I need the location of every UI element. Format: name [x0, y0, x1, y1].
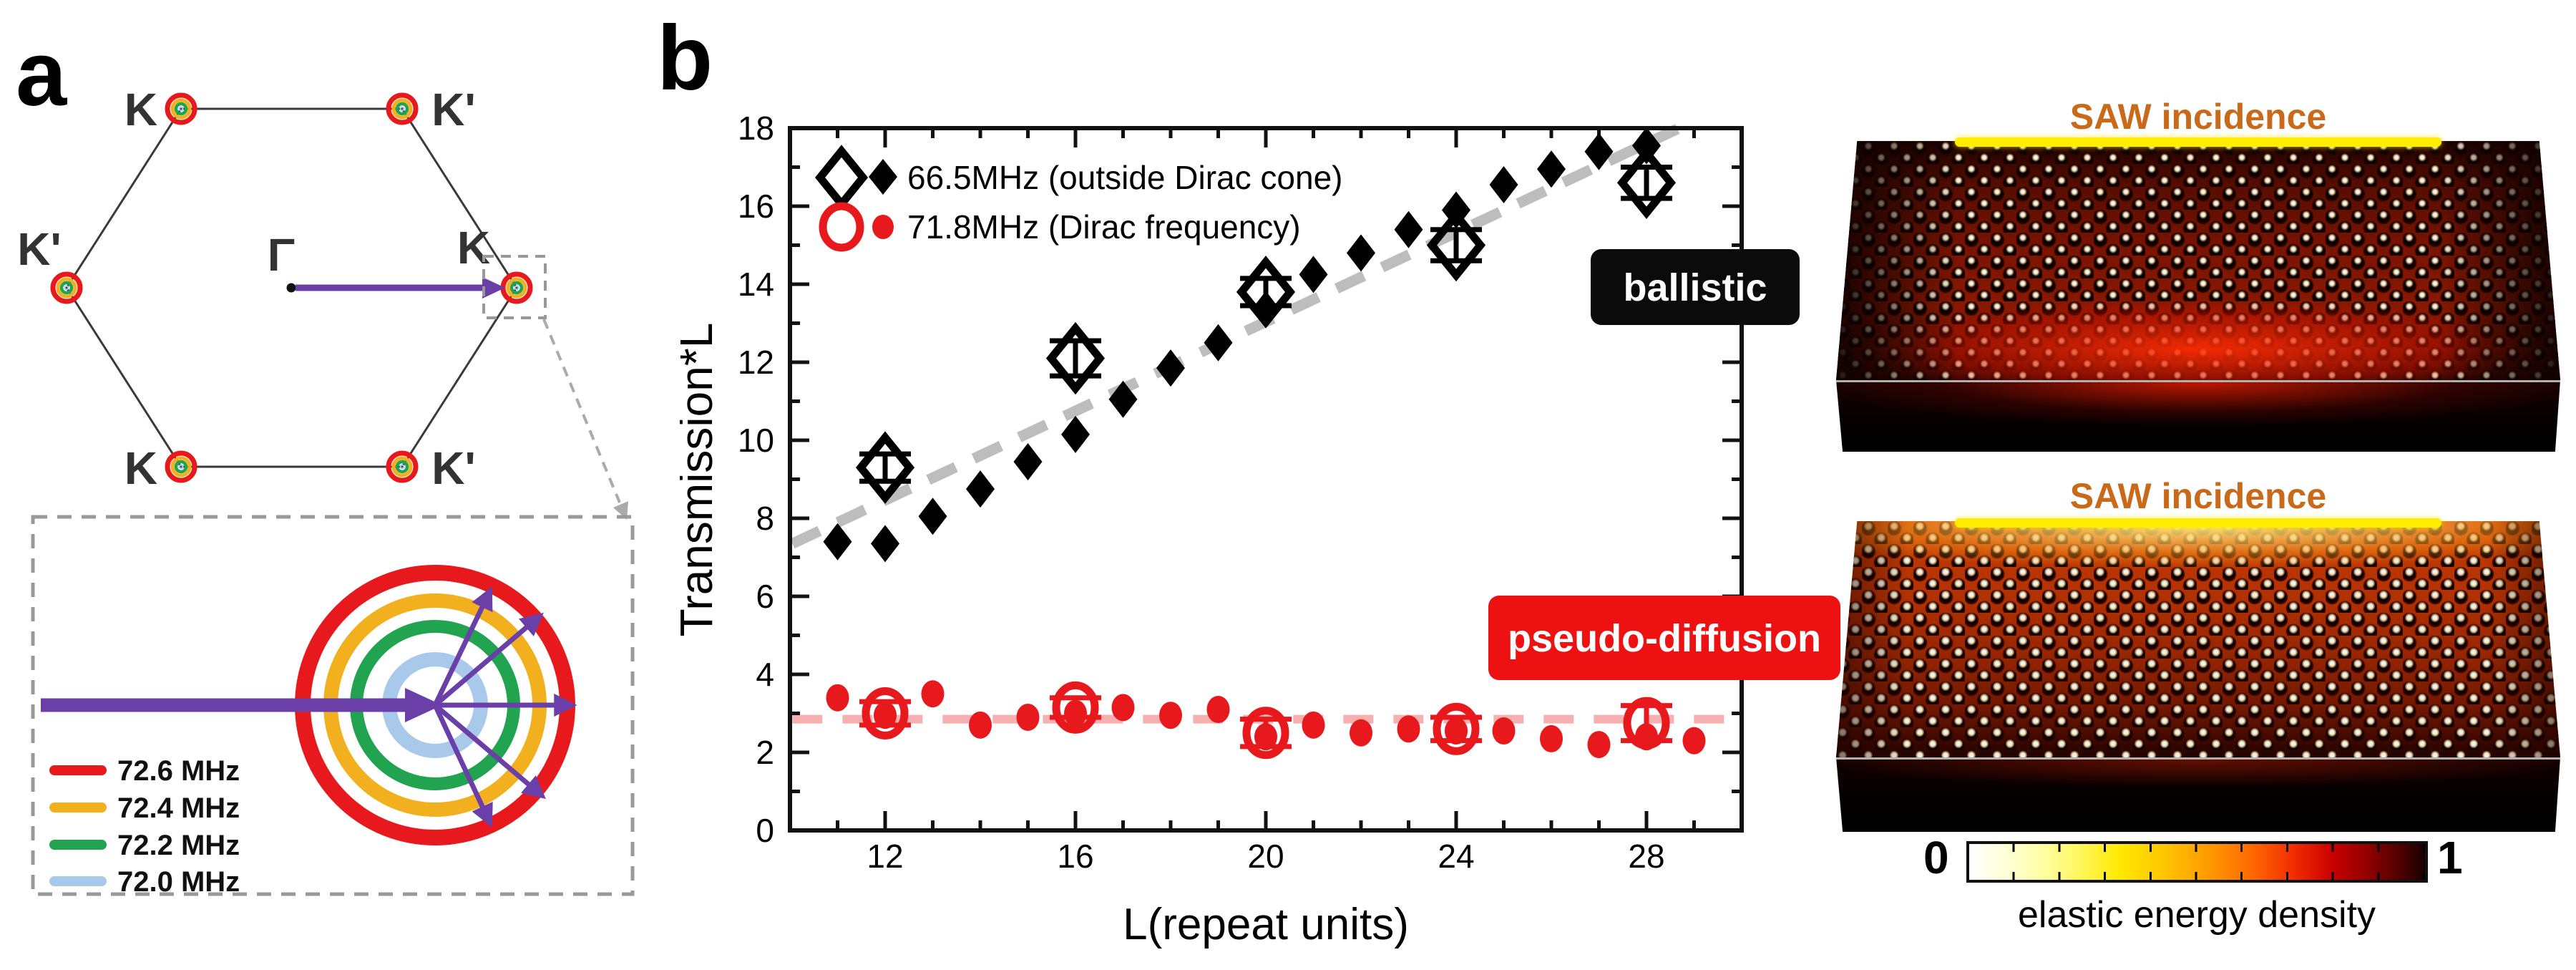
svg-text:18: 18 — [738, 110, 774, 147]
legend-open-diamond-icon — [814, 145, 869, 210]
elastic-energy-colorbar — [1966, 841, 2428, 883]
saw-incidence-title-top: SAW incidence — [2069, 97, 2327, 137]
legend-label: 72.6 MHz — [117, 755, 240, 787]
label-Kp-bottom-right: K' — [431, 442, 475, 494]
colorbar-caption: elastic energy density — [2017, 894, 2376, 936]
label-Kp-left: K' — [17, 223, 61, 275]
plot-legend: 66.5MHz (outside Dirac cone) 71.8MHz (Di… — [814, 145, 1342, 252]
svg-text:0: 0 — [756, 812, 774, 849]
zoom-source-box — [482, 255, 547, 319]
legend-label: 72.2 MHz — [117, 830, 240, 861]
phononic-lattice-pseudo-diffusion — [1836, 521, 2560, 757]
svg-text:2: 2 — [756, 734, 774, 771]
legend-swatch-orange — [49, 802, 107, 813]
legend-label: 72.0 MHz — [117, 866, 240, 898]
phononic-lattice-ballistic — [1836, 141, 2560, 380]
svg-text:4: 4 — [756, 656, 774, 693]
incident-wave-arrowhead — [405, 688, 442, 722]
legend-swatch-blue — [49, 876, 107, 886]
legend-filled-diamond-icon — [869, 159, 897, 195]
target-icon-bottom-right — [389, 453, 416, 480]
scattered-wave-arrows — [432, 586, 577, 828]
plot-frame — [788, 126, 1744, 833]
svg-text:16: 16 — [738, 188, 774, 225]
svg-text:12: 12 — [867, 838, 903, 875]
saw-incidence-title-bottom: SAW incidence — [2069, 476, 2327, 516]
gamma-point — [286, 283, 296, 293]
target-icon-bottom-left — [167, 453, 195, 480]
legend-entry-ballistic: 66.5MHz (outside Dirac cone) — [907, 159, 1342, 196]
svg-text:28: 28 — [1628, 838, 1664, 875]
svg-text:10: 10 — [738, 422, 774, 459]
svg-text:16: 16 — [1057, 838, 1093, 875]
substrate-front-face-bottom — [1836, 757, 2560, 832]
saw-source-bar-top — [1955, 137, 2441, 147]
y-axis-label: Transmission*L — [680, 323, 722, 637]
ballistic-label: ballistic — [1623, 266, 1767, 309]
data-points — [823, 127, 1706, 760]
panel-b-letter: b — [657, 7, 713, 110]
svg-text:12: 12 — [738, 344, 774, 381]
svg-text:20: 20 — [1247, 838, 1284, 875]
saw-source-bar-bottom — [1955, 518, 2441, 528]
ballistic-box — [1591, 249, 1800, 325]
target-icon-top-left — [167, 95, 195, 122]
label-K-top-left: K — [125, 84, 157, 135]
svg-text:24: 24 — [1438, 838, 1474, 875]
legend-entry-dirac: 71.8MHz (Dirac frequency) — [907, 208, 1301, 246]
legend-label: 72.4 MHz — [117, 792, 240, 824]
legend-swatch-red — [49, 765, 107, 775]
target-icon-left — [53, 274, 80, 301]
label-K-bottom-left: K — [125, 442, 157, 494]
substrate-front-face-top — [1836, 380, 2560, 452]
target-icon-right — [503, 274, 530, 301]
inset-box — [31, 515, 635, 896]
gamma-to-K-arrowhead — [482, 277, 505, 299]
pseudo-diffusion-box — [1488, 596, 1840, 680]
colorbar-max-label: 1 — [2437, 832, 2463, 883]
svg-text:14: 14 — [738, 266, 774, 303]
label-gamma: Γ — [268, 229, 295, 281]
colorbar-min-label: 0 — [1923, 832, 1949, 883]
legend-open-circle-icon — [819, 202, 864, 252]
brillouin-zone-diagram: K K' K' K K K' Γ 72.6 MHz 72.4 MHz 72.2 … — [17, 84, 635, 898]
svg-text:6: 6 — [756, 578, 774, 615]
pseudo-diffusion-label: pseudo-diffusion — [1508, 617, 1821, 660]
simulation-ballistic — [1836, 137, 2560, 452]
label-K-right: K — [457, 222, 490, 273]
panel-a-letter: a — [16, 23, 67, 125]
zoom-connector-line — [542, 319, 621, 503]
legend-filled-circle-icon — [872, 215, 894, 239]
label-Kp-top-right: K' — [431, 84, 475, 135]
svg-text:8: 8 — [756, 500, 774, 537]
legend-swatch-green — [49, 840, 107, 850]
frequency-legend: 72.6 MHz 72.4 MHz 72.2 MHz 72.0 MHz — [49, 755, 240, 898]
target-icon-top-right — [389, 95, 416, 122]
x-axis-label: L(repeat units) — [1123, 900, 1409, 949]
simulation-pseudo-diffusion — [1836, 518, 2560, 832]
